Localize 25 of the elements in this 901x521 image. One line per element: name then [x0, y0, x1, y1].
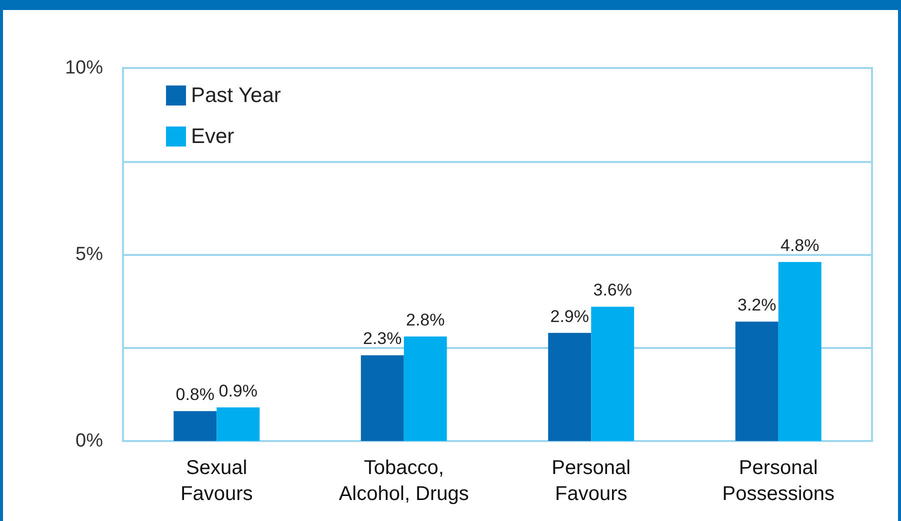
x-tick-label: Personal Possessions — [722, 457, 835, 505]
data-label: 2.9% — [550, 306, 589, 326]
data-label: 2.8% — [406, 310, 445, 330]
bar — [174, 411, 217, 441]
data-label: 3.6% — [593, 280, 632, 300]
bar — [548, 332, 592, 441]
y-tick-label: 5% — [76, 244, 104, 265]
bar — [735, 322, 778, 441]
bar — [778, 262, 822, 441]
x-tick-label: Sexual Favours — [180, 457, 253, 505]
bar — [216, 407, 260, 441]
y-tick-label: 0% — [76, 430, 104, 452]
y-tick-label: 10% — [64, 58, 104, 78]
data-label: 0.9% — [218, 381, 258, 400]
bar — [404, 336, 447, 441]
x-tick-label: Personal Favours — [552, 457, 631, 505]
legend-label: Past Year — [191, 84, 281, 107]
legend-label: Ever — [191, 125, 234, 148]
data-label: 2.3% — [363, 329, 402, 348]
data-label: 3.2% — [738, 296, 776, 315]
data-label: 4.8% — [780, 236, 820, 255]
data-label: 0.8% — [176, 385, 214, 404]
x-tick-label: Tobacco, Alcohol, Drugs — [338, 457, 469, 505]
bar — [591, 306, 634, 441]
bar — [360, 355, 404, 441]
